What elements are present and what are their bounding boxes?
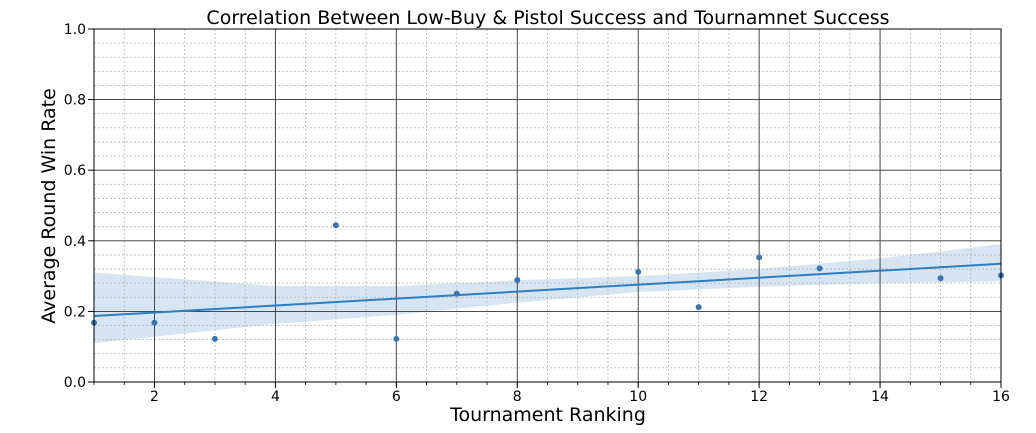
data-point xyxy=(332,222,339,229)
data-point xyxy=(211,335,218,342)
x-tick-label: 16 xyxy=(992,389,1010,405)
regression-line xyxy=(93,262,1002,317)
data-point xyxy=(393,335,400,342)
data-point xyxy=(151,319,158,326)
axes xyxy=(88,28,1002,388)
x-tick-label: 14 xyxy=(871,389,889,405)
tick-labels: 2 4 6 8 10 12 14 16 0.0 0.2 0.4 0.6 0.8 1.0 xyxy=(64,22,1010,405)
y-tick-label: 0.4 xyxy=(64,234,86,250)
data-point xyxy=(514,276,521,283)
data-point xyxy=(756,254,763,261)
x-tick-label: 2 xyxy=(150,389,159,405)
minor-grid xyxy=(93,29,1001,382)
data-point xyxy=(937,275,944,282)
x-axis-label: Tournament Ranking xyxy=(449,404,646,426)
data-point xyxy=(695,304,702,311)
chart-title: Correlation Between Low-Buy & Pistol Suc… xyxy=(206,7,889,29)
y-tick-label: 0.6 xyxy=(64,163,86,179)
x-tick-label: 6 xyxy=(392,389,401,405)
x-tick-label: 12 xyxy=(750,389,768,405)
x-tick-label: 4 xyxy=(271,389,280,405)
y-tick-label: 0.2 xyxy=(64,304,86,320)
y-tick-label: 0.8 xyxy=(64,93,86,109)
regression-line-layer xyxy=(93,262,1002,317)
data-point xyxy=(816,265,823,272)
data-point xyxy=(453,290,460,297)
data-point xyxy=(635,268,642,275)
x-tick-label: 10 xyxy=(629,389,647,405)
y-tick-label: 1.0 xyxy=(64,22,86,38)
y-axis-label: Average Round Win Rate xyxy=(38,88,60,324)
y-tick-label: 0.0 xyxy=(64,375,86,391)
x-tick-label: 8 xyxy=(513,389,522,405)
